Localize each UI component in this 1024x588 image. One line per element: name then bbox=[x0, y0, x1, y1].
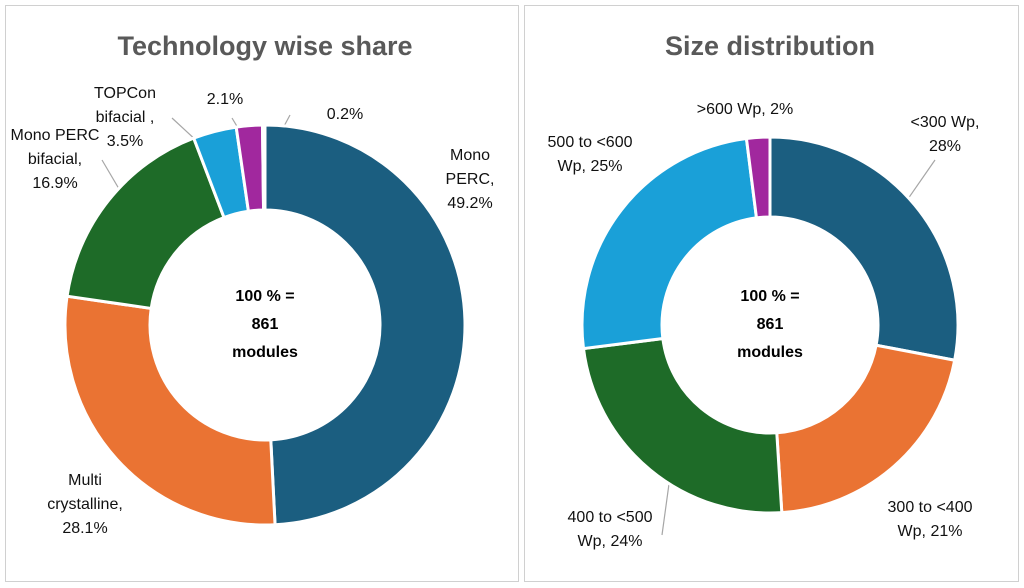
center-label: 100 % = bbox=[235, 288, 294, 305]
value-label: 21% bbox=[930, 523, 963, 540]
center-label: 100 % = bbox=[740, 288, 799, 305]
value-label: 24% bbox=[610, 533, 643, 550]
category-label: 400 to <500 Wp, bbox=[567, 509, 653, 550]
donut-slice bbox=[768, 135, 960, 362]
value-label: 28.1% bbox=[62, 520, 108, 537]
category-label: <300 Wp, bbox=[910, 114, 980, 131]
slice-label: Mono PERC, 49.2% bbox=[425, 144, 515, 216]
slice-label: >600 Wp, 2% bbox=[695, 98, 795, 122]
category-label: Mono PERC, bbox=[445, 147, 495, 188]
donut-slice bbox=[63, 294, 277, 527]
center-label: modules bbox=[737, 344, 803, 361]
donut-slice bbox=[775, 343, 957, 515]
category-label: 500 to <600 Wp, bbox=[547, 134, 633, 175]
slice-label: TOPCon bifacial , 3.5% bbox=[80, 82, 170, 154]
center-label: modules bbox=[232, 344, 298, 361]
slice-label: 400 to <500 Wp, 24% bbox=[560, 506, 660, 554]
panel bbox=[5, 5, 519, 582]
category-label: Mono PERC bifacial, bbox=[10, 127, 100, 168]
donut-slice bbox=[744, 135, 772, 220]
panel bbox=[524, 5, 1019, 582]
chart-title: Technology wise share bbox=[117, 31, 412, 61]
category-label: >600 Wp, bbox=[696, 101, 766, 118]
center-label: 861 bbox=[757, 316, 784, 333]
slice-label: Multi crystalline, 28.1% bbox=[40, 469, 130, 541]
slice-label: 2.1% bbox=[180, 88, 270, 112]
value-label: 49.2% bbox=[447, 195, 493, 212]
slice-label: <300 Wp, 28% bbox=[895, 111, 995, 159]
value-label: 3.5% bbox=[106, 133, 144, 150]
donut-slice bbox=[581, 336, 784, 515]
value-label: 25% bbox=[590, 158, 623, 175]
chart-title: Size distribution bbox=[665, 31, 875, 61]
donut-slice bbox=[65, 136, 226, 311]
value-label: 0.2% bbox=[326, 106, 364, 123]
slice-label: 0.2% bbox=[300, 103, 390, 127]
slice-label: Mono PERC bifacial, 16.9% bbox=[10, 124, 100, 196]
donut-slice bbox=[260, 123, 267, 212]
category-label: Multi crystalline, bbox=[47, 472, 123, 513]
value-label: 16.9% bbox=[32, 175, 78, 192]
value-label: 2% bbox=[770, 101, 794, 118]
category-label: 300 to <400 Wp, bbox=[887, 499, 973, 540]
donut-slice bbox=[580, 136, 759, 351]
slice-label: 300 to <400 Wp, 21% bbox=[880, 496, 980, 544]
value-label: 28% bbox=[928, 138, 962, 155]
value-label: 2.1% bbox=[206, 91, 244, 108]
slice-label: 500 to <600 Wp, 25% bbox=[540, 131, 640, 179]
category-label: TOPCon bifacial , bbox=[94, 85, 156, 126]
donut-slice bbox=[263, 123, 467, 527]
center-label: 861 bbox=[252, 316, 279, 333]
